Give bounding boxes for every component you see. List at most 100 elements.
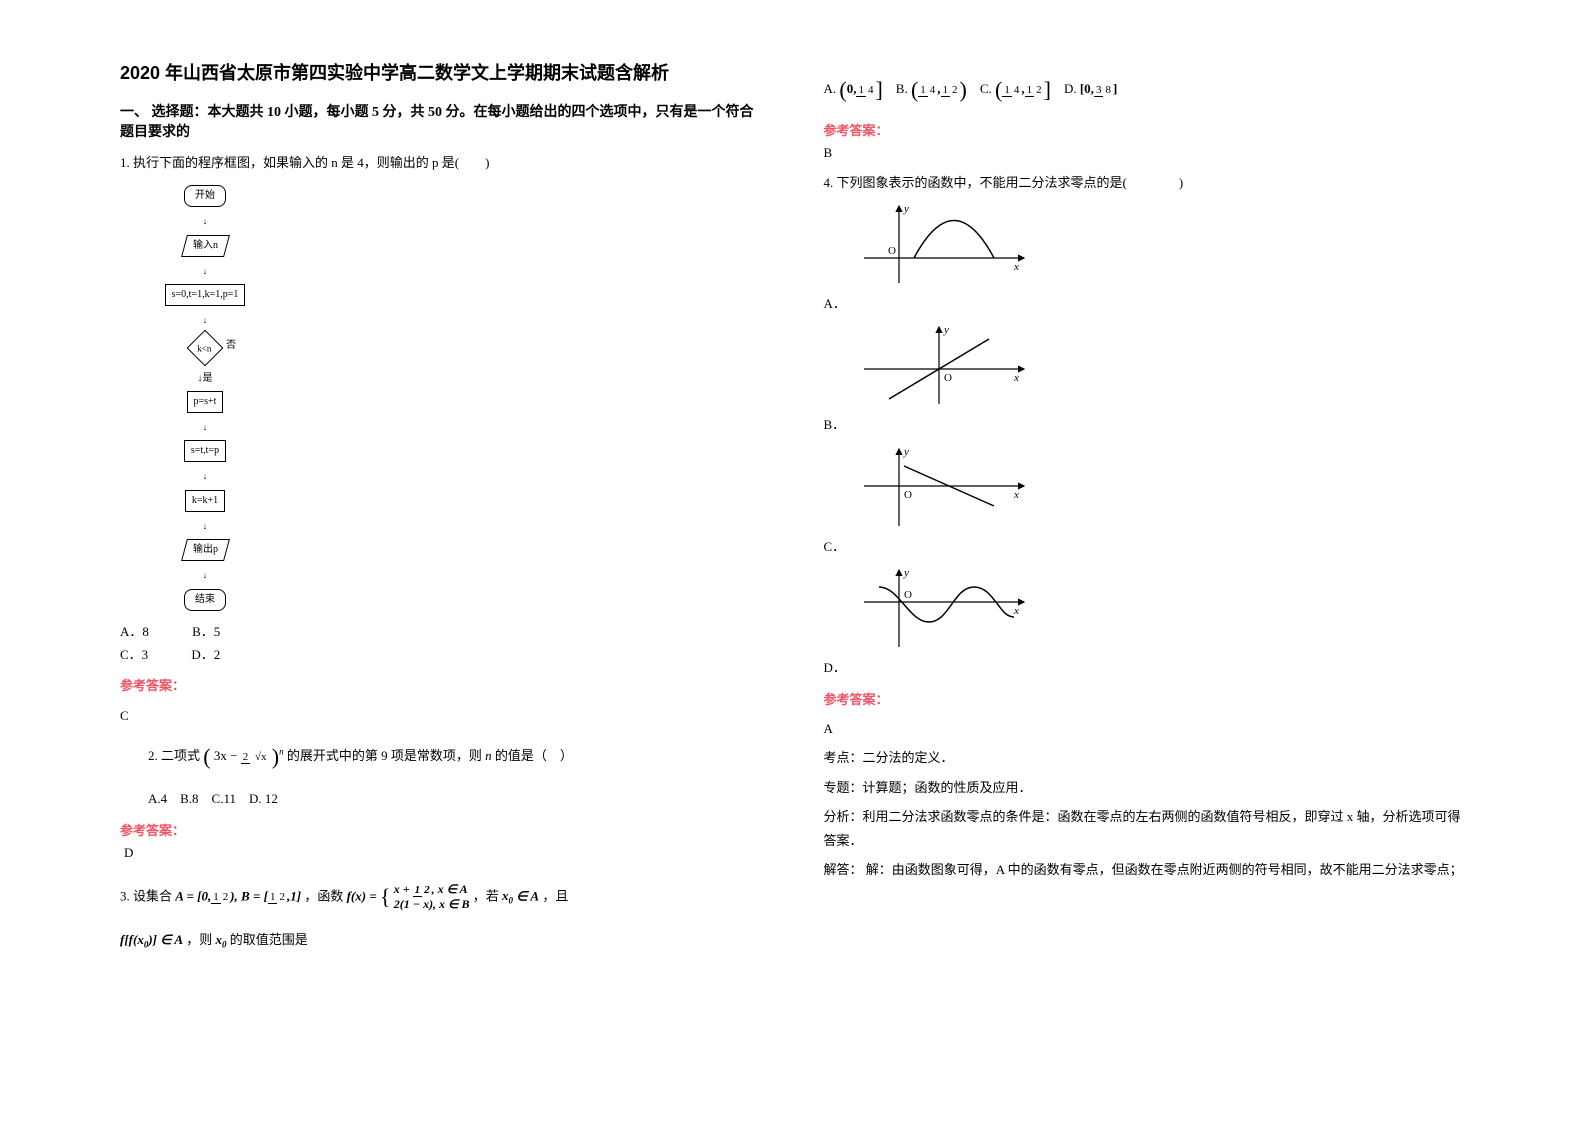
- origin-label-c: O: [904, 489, 912, 501]
- q4-analysis-4: 解答： 解：由函数图象可得，A 中的函数有零点，但函数在零点附近两侧的符号相同，…: [824, 858, 1468, 881]
- y-axis-label: y: [903, 203, 909, 215]
- q2-inner-frac: 2 √x: [241, 751, 269, 763]
- q3-opt-d-label: D.: [1064, 81, 1077, 96]
- q1-options: A．8 B．5: [120, 620, 764, 643]
- q1-opt-d: D．2: [191, 643, 220, 666]
- q4-analysis-3: 分析：利用二分法求函数零点的条件是：函数在零点的左右两侧的函数值符号相反，即穿过…: [824, 805, 1468, 852]
- lbrace-icon: {: [380, 884, 391, 909]
- origin-label-d: O: [904, 589, 912, 601]
- frac-half2: 12: [268, 891, 287, 903]
- x-axis-label-c: x: [1013, 489, 1019, 501]
- q3-inA: ∈ A: [516, 888, 539, 903]
- q3-setA1: A = [0,: [175, 888, 211, 903]
- question-3: 3. 设集合 A = [0,12), B = [12,1] ，函数 f(x) =…: [120, 871, 764, 956]
- q3-case2: 2(1 − x), x ∈ B: [394, 897, 470, 911]
- rbracket-icon: ]: [875, 77, 882, 102]
- q4-label-a: A．: [824, 296, 846, 311]
- question-4: 4. 下列图象表示的函数中，不能用二分法求零点的是( ) O x y A． O: [824, 171, 1468, 882]
- section-1-heading: 一、 选择题：本大题共 10 小题，每小题 5 分，共 50 分。在每小题给出的…: [120, 101, 764, 141]
- flow-arrow: ↓: [203, 570, 208, 580]
- q3-opt-c-label: C.: [980, 81, 992, 96]
- flow-step1: p=s+t: [187, 391, 224, 413]
- optD-frac: 38: [1094, 84, 1113, 96]
- q1-opt-c: C．3: [120, 643, 148, 666]
- page-title: 2020 年山西省太原市第四实验中学高二数学文上学期期末试题含解析: [120, 60, 764, 87]
- q2-nvar: n: [485, 748, 492, 763]
- q3-x0-2: x0: [216, 932, 227, 947]
- q2-exponent: n: [279, 747, 284, 757]
- question-2: 2. 二项式 ( 3x − 2 √x )n 的展开式中的第 9 项是常数项，则 …: [148, 737, 764, 810]
- q2-answer-label: 参考答案：: [120, 820, 764, 839]
- optD-right: ]: [1113, 81, 1117, 96]
- q4-label-b: B．: [824, 417, 846, 432]
- flow-step2: s=t,t=p: [184, 440, 226, 462]
- optA-frac: 14: [856, 84, 875, 96]
- q4-graph-a: O x y A．: [824, 198, 1468, 315]
- y-axis-label-b: y: [943, 324, 949, 336]
- q3-and: ，且: [542, 888, 568, 903]
- q3-ffx0: f[f(x0)] ∈ A: [120, 932, 183, 947]
- rparen-icon: ): [272, 744, 279, 769]
- q2-tail: 的值是（ ）: [495, 748, 573, 763]
- q3-answer: B: [824, 145, 1468, 161]
- optC-frac-l: 14: [1002, 84, 1021, 96]
- lparen-icon: (: [995, 77, 1002, 102]
- q1-opt-a: A．8: [120, 620, 149, 643]
- flow-arrow: ↓: [203, 315, 208, 325]
- q3-range: 的取值范围是: [230, 932, 308, 947]
- flow-condition: k<n: [187, 329, 224, 366]
- y-axis-label-c: y: [903, 446, 909, 458]
- q1-options-row2: C．3 D．2: [120, 643, 764, 666]
- q2-suffix: 的展开式中的第 9 项是常数项，则: [287, 748, 482, 763]
- flow-no-label: 否: [226, 337, 236, 355]
- origin-label-b: O: [944, 372, 952, 384]
- q1-answer-label: 参考答案：: [120, 674, 764, 697]
- flow-yes-label: ↓是: [198, 373, 213, 384]
- q2-inner-a: 3x −: [214, 748, 238, 763]
- optB-frac-l: 14: [918, 84, 937, 96]
- q1-answer: C: [120, 704, 764, 727]
- graph-a-svg: O x y: [844, 198, 1044, 288]
- flow-arrow: ↓: [203, 471, 208, 481]
- x-axis-label-b: x: [1013, 372, 1019, 384]
- q3-prefix: 3. 设集合: [120, 888, 172, 903]
- q4-answer: A: [824, 717, 1468, 740]
- q1-flowchart: 开始 ↓ 输入n ↓ s=0,t=1,k=1,p=1 ↓ k<n 否 ↓是 p=…: [150, 182, 764, 611]
- optB-frac-r: 12: [941, 84, 960, 96]
- frac-half: 12: [211, 891, 230, 903]
- q3-answer-label: 参考答案：: [824, 120, 1468, 139]
- q3-opt-a-label: A.: [824, 81, 837, 96]
- graph-b-svg: O x y: [844, 319, 1044, 409]
- q3-fx: f(x) =: [347, 888, 377, 903]
- optC-frac-r: 12: [1025, 84, 1044, 96]
- q3-cond: ，若: [473, 888, 499, 903]
- q2-options: A.4 B.8 C.11 D. 12: [148, 787, 764, 810]
- rbracket-icon: ]: [1044, 77, 1051, 102]
- frac-half3: 12: [413, 884, 432, 896]
- q3-then: ，则: [186, 932, 212, 947]
- q3-case1a: x +: [394, 882, 410, 896]
- q4-graph-d: O x y D．: [824, 562, 1468, 679]
- q3-opt-b-label: B.: [896, 81, 908, 96]
- q4-label-d: D．: [824, 660, 846, 675]
- q1-text: 1. 执行下面的程序框图，如果输入的 n 是 4，则输出的 p 是( ): [120, 151, 764, 174]
- q1-opt-b: B．5: [192, 620, 220, 643]
- flow-end: 结束: [184, 589, 226, 611]
- q4-text: 4. 下列图象表示的函数中，不能用二分法求零点的是( ): [824, 171, 1468, 194]
- x-axis-label-d: x: [1013, 605, 1019, 617]
- question-1: 1. 执行下面的程序框图，如果输入的 n 是 4，则输出的 p 是( ) 开始 …: [120, 151, 764, 727]
- q2-answer: D: [124, 845, 764, 861]
- q3-options: A. (0,14] B. (14,12) C. (14,12] D. [0,38…: [824, 70, 1468, 110]
- q4-label-c: C．: [824, 539, 846, 554]
- flow-arrow: ↓: [203, 216, 208, 226]
- x-axis-label: x: [1013, 261, 1019, 273]
- lparen-icon: (: [839, 77, 846, 102]
- q3-mid: ，函数: [304, 888, 343, 903]
- q4-analysis-2: 专题：计算题；函数的性质及应用．: [824, 776, 1468, 799]
- graph-d-svg: O x y: [844, 562, 1044, 652]
- optA-left: 0,: [847, 81, 857, 96]
- q4-graph-c: O x y C．: [824, 441, 1468, 558]
- flow-arrow: ↓: [203, 422, 208, 432]
- graph-c-svg: O x y: [844, 441, 1044, 531]
- left-column: 2020 年山西省太原市第四实验中学高二数学文上学期期末试题含解析 一、 选择题…: [90, 60, 794, 1082]
